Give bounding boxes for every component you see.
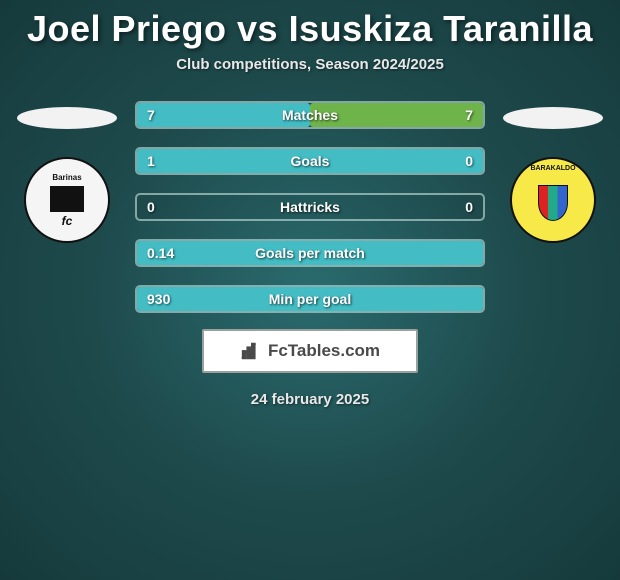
main-content: Barinas fc 7 7 Matches 1 0 Goals 0 0 Hattricks 0.… [0, 101, 620, 313]
stat-label: Goals per match [255, 245, 365, 261]
page-title: Joel Priego vs Isuskiza Taranilla [0, 8, 620, 50]
stat-value-right: 0 [465, 153, 473, 169]
stat-row: 0.14 Goals per match [135, 239, 485, 267]
flag-right [503, 107, 603, 129]
club-badge-right: BARAKALDO [510, 157, 596, 243]
badge-right-top: BARAKALDO [512, 165, 594, 172]
stat-value-left: 0 [147, 199, 155, 215]
page-subtitle: Club competitions, Season 2024/2025 [0, 56, 620, 73]
stat-row: 0 0 Hattricks [135, 193, 485, 221]
stats-list: 7 7 Matches 1 0 Goals 0 0 Hattricks 0.14 Goals per… [135, 101, 485, 313]
stat-row: 1 0 Goals [135, 147, 485, 175]
stat-row: 7 7 Matches [135, 101, 485, 129]
stat-value-left: 7 [147, 107, 155, 123]
root: Joel Priego vs Isuskiza Taranilla Club c… [0, 0, 620, 408]
stat-label: Hattricks [280, 199, 340, 215]
stat-value-left: 0.14 [147, 245, 174, 261]
stat-value-left: 1 [147, 153, 155, 169]
badge-right-shield [538, 185, 568, 221]
flag-left [17, 107, 117, 129]
player-left-column: Barinas fc [17, 101, 117, 243]
stat-value-right: 7 [465, 107, 473, 123]
badge-left-fc: fc [62, 214, 73, 228]
stat-row: 930 Min per goal [135, 285, 485, 313]
stat-label: Min per goal [269, 291, 351, 307]
date-text: 24 february 2025 [0, 391, 620, 408]
stat-value-right: 0 [465, 199, 473, 215]
stat-label: Goals [291, 153, 330, 169]
stat-value-left: 930 [147, 291, 170, 307]
badge-left-icon [50, 186, 84, 212]
badge-left-top: Barinas [52, 173, 81, 182]
chart-icon [240, 340, 262, 362]
stat-label: Matches [282, 107, 338, 123]
brand-text: FcTables.com [268, 341, 380, 361]
player-right-column: BARAKALDO [503, 101, 603, 243]
brand-logo[interactable]: FcTables.com [202, 329, 418, 373]
club-badge-left: Barinas fc [24, 157, 110, 243]
